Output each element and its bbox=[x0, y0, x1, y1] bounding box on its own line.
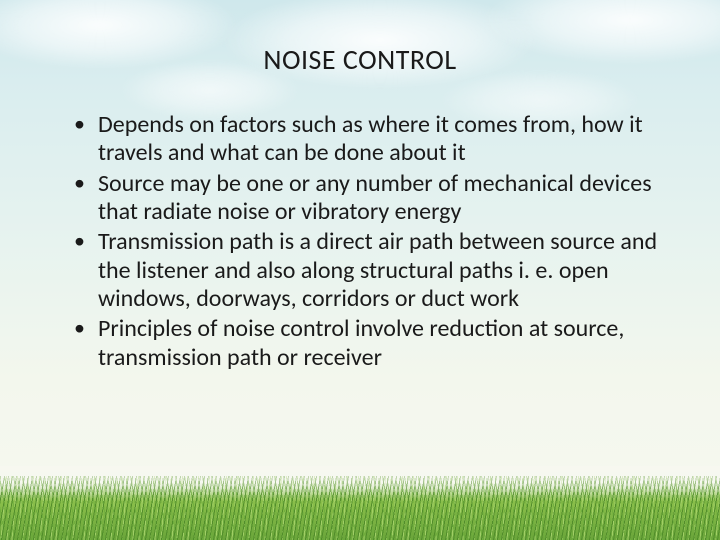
bullet-list: Depends on factors such as where it come… bbox=[60, 111, 660, 372]
list-item: Transmission path is a direct air path b… bbox=[98, 228, 660, 313]
slide-content: NOISE CONTROL Depends on factors such as… bbox=[0, 0, 720, 540]
list-item: Source may be one or any number of mecha… bbox=[98, 170, 660, 227]
list-item: Depends on factors such as where it come… bbox=[98, 111, 660, 168]
list-item: Principles of noise control involve redu… bbox=[98, 315, 660, 372]
slide-title: NOISE CONTROL bbox=[60, 42, 660, 77]
